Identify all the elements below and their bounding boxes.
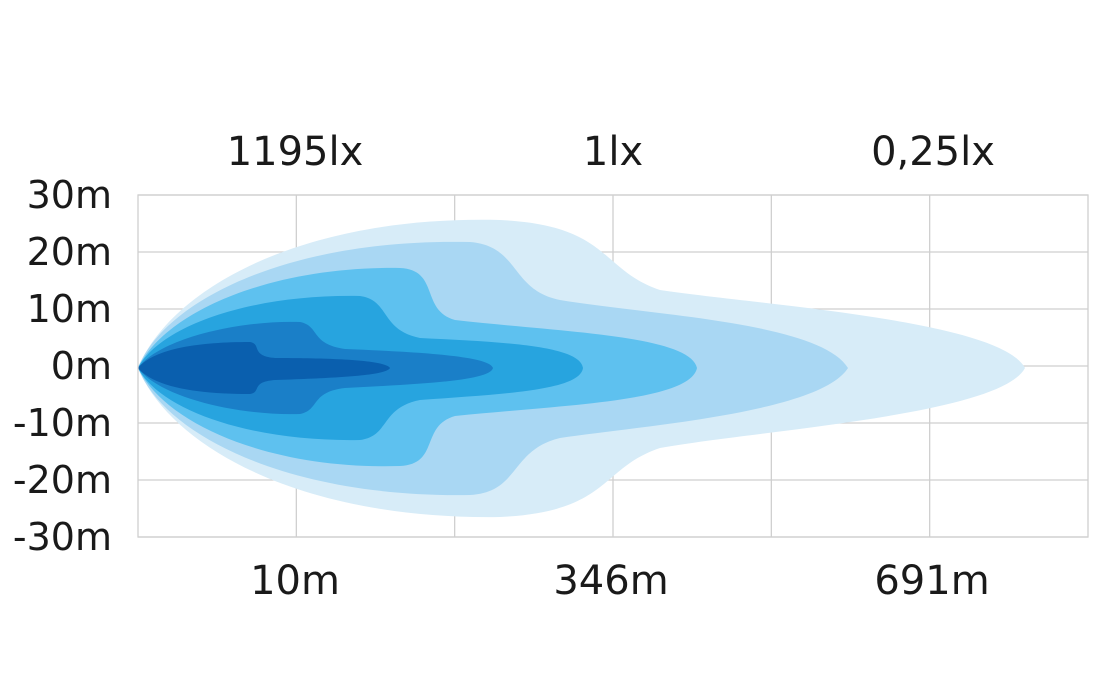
distance-label: 346m (553, 558, 668, 604)
plot-frame (137, 194, 1089, 538)
y-tick-label: -20m (13, 458, 112, 502)
y-tick-label: 0m (51, 344, 112, 388)
y-tick-label: 20m (27, 230, 112, 274)
lux-label: 0,25lx (871, 129, 995, 175)
beam-contours (138, 219, 1025, 518)
distance-label: 691m (874, 558, 989, 604)
y-tick-label: 10m (27, 287, 112, 331)
distance-label: 10m (250, 558, 340, 604)
lux-label: 1lx (583, 129, 643, 175)
beam-contour-6 (138, 342, 390, 394)
y-tick-label: 30m (27, 173, 112, 217)
lux-label: 1195lx (227, 129, 364, 175)
frame (137, 194, 1089, 538)
y-tick-label: -10m (13, 401, 112, 445)
y-tick-label: -30m (13, 515, 112, 559)
